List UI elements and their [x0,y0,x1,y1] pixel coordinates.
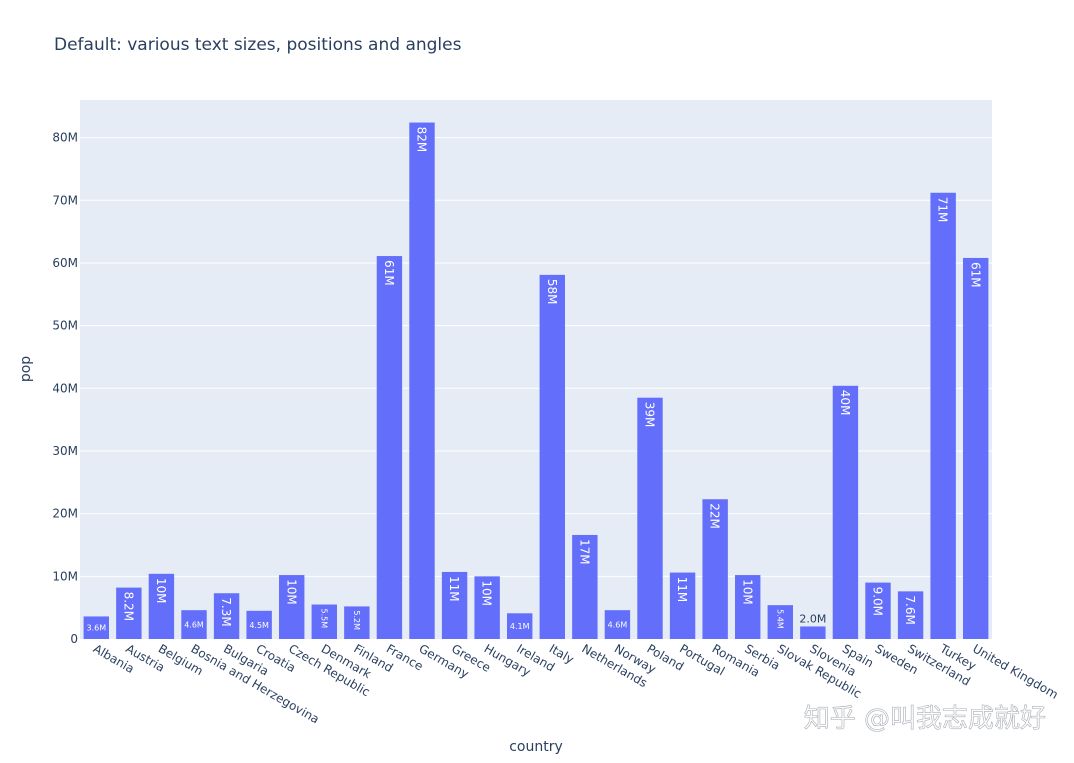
data-label: 10M [154,578,168,604]
data-label: 9.0M [871,587,885,616]
bars[interactable] [83,122,989,640]
bar-denmark[interactable] [311,604,337,639]
bar-poland[interactable] [637,397,663,639]
data-label: 4.5M [249,621,269,630]
bar-slovak-republic[interactable] [767,605,793,639]
y-tick-label: 10M [52,569,78,583]
data-label: 4.6M [184,621,204,630]
data-label: 58M [545,279,559,305]
data-label: 7.6M [903,595,917,624]
data-label: 2.0M [799,612,826,625]
bar-austria[interactable] [116,587,142,639]
bar-croatia[interactable] [246,610,272,639]
data-label: 22M [708,503,722,529]
bar-france[interactable] [376,256,403,639]
data-labels: 3.6M 8.2M 10M 4.6M 7.3M 4.5M 10M 5.5M 5.2M 61M 82M… [86,127,982,633]
bar-slovenia[interactable] [800,626,826,639]
bar-switzerland[interactable] [897,591,924,639]
data-label: 61M [382,260,396,286]
bar-sweden[interactable] [865,582,891,639]
y-tick-label: 20M [52,507,78,521]
y-axis-ticks: 0 10M 20M 30M 40M 50M 60M 70M 80M [52,131,78,646]
bar-germany[interactable] [409,122,435,639]
bar-hungary[interactable] [474,576,500,639]
y-axis-title: pop [18,356,34,382]
data-label: 11M [447,576,461,602]
bar-portugal[interactable] [669,572,696,639]
watermark: 知乎 @叫我志成就好 [804,704,1046,734]
data-label: 5.2M [352,610,361,630]
x-axis-title: country [509,739,563,755]
y-tick-label: 80M [52,131,78,145]
y-tick-label: 40M [52,381,78,395]
x-tick-label: United Kingdom [970,641,1060,701]
data-label: 17M [577,539,591,565]
data-label: 40M [838,390,852,416]
data-label: 61M [968,262,982,288]
bar-turkey[interactable] [930,192,956,640]
bar-romania[interactable] [702,499,728,639]
data-label: 39M [643,402,657,428]
chart-title: Default: various text sizes, positions a… [54,35,462,55]
data-label: 8.2M [121,592,135,621]
bar-norway[interactable] [604,610,631,639]
bar-czech-republic[interactable] [279,575,305,639]
data-label: 82M [415,127,429,153]
bar-netherlands[interactable] [572,534,598,639]
gridlines [80,137,992,577]
bar-italy[interactable] [539,274,565,639]
y-tick-label: 60M [52,256,78,270]
data-label: 5.4M [775,609,784,629]
data-label: 3.6M [86,624,106,633]
data-label: 10M [480,580,494,606]
bar-ireland[interactable] [507,613,533,639]
bar-united-kingdom[interactable] [963,257,989,639]
data-label: 4.1M [510,622,530,631]
bar-bosnia-and-herzegovina[interactable] [181,610,207,639]
y-tick-label: 30M [52,444,78,458]
bar-finland[interactable] [344,606,370,639]
data-label: 7.3M [219,597,233,626]
y-tick-label: 0 [70,632,78,646]
bar-bulgaria[interactable] [213,593,240,639]
data-label: 5.5M [319,609,328,629]
data-label: 11M [675,577,689,603]
y-tick-label: 70M [52,193,78,207]
data-label: 71M [936,197,950,223]
bar-spain[interactable] [832,385,859,639]
data-label: 4.6M [608,621,628,630]
bar-serbia[interactable] [735,575,761,639]
y-tick-label: 50M [52,319,78,333]
bar-belgium[interactable] [148,573,175,639]
bar-greece[interactable] [441,571,468,639]
bar-albania[interactable] [83,616,109,639]
data-label: 10M [740,579,754,605]
data-label: 10M [284,579,298,605]
